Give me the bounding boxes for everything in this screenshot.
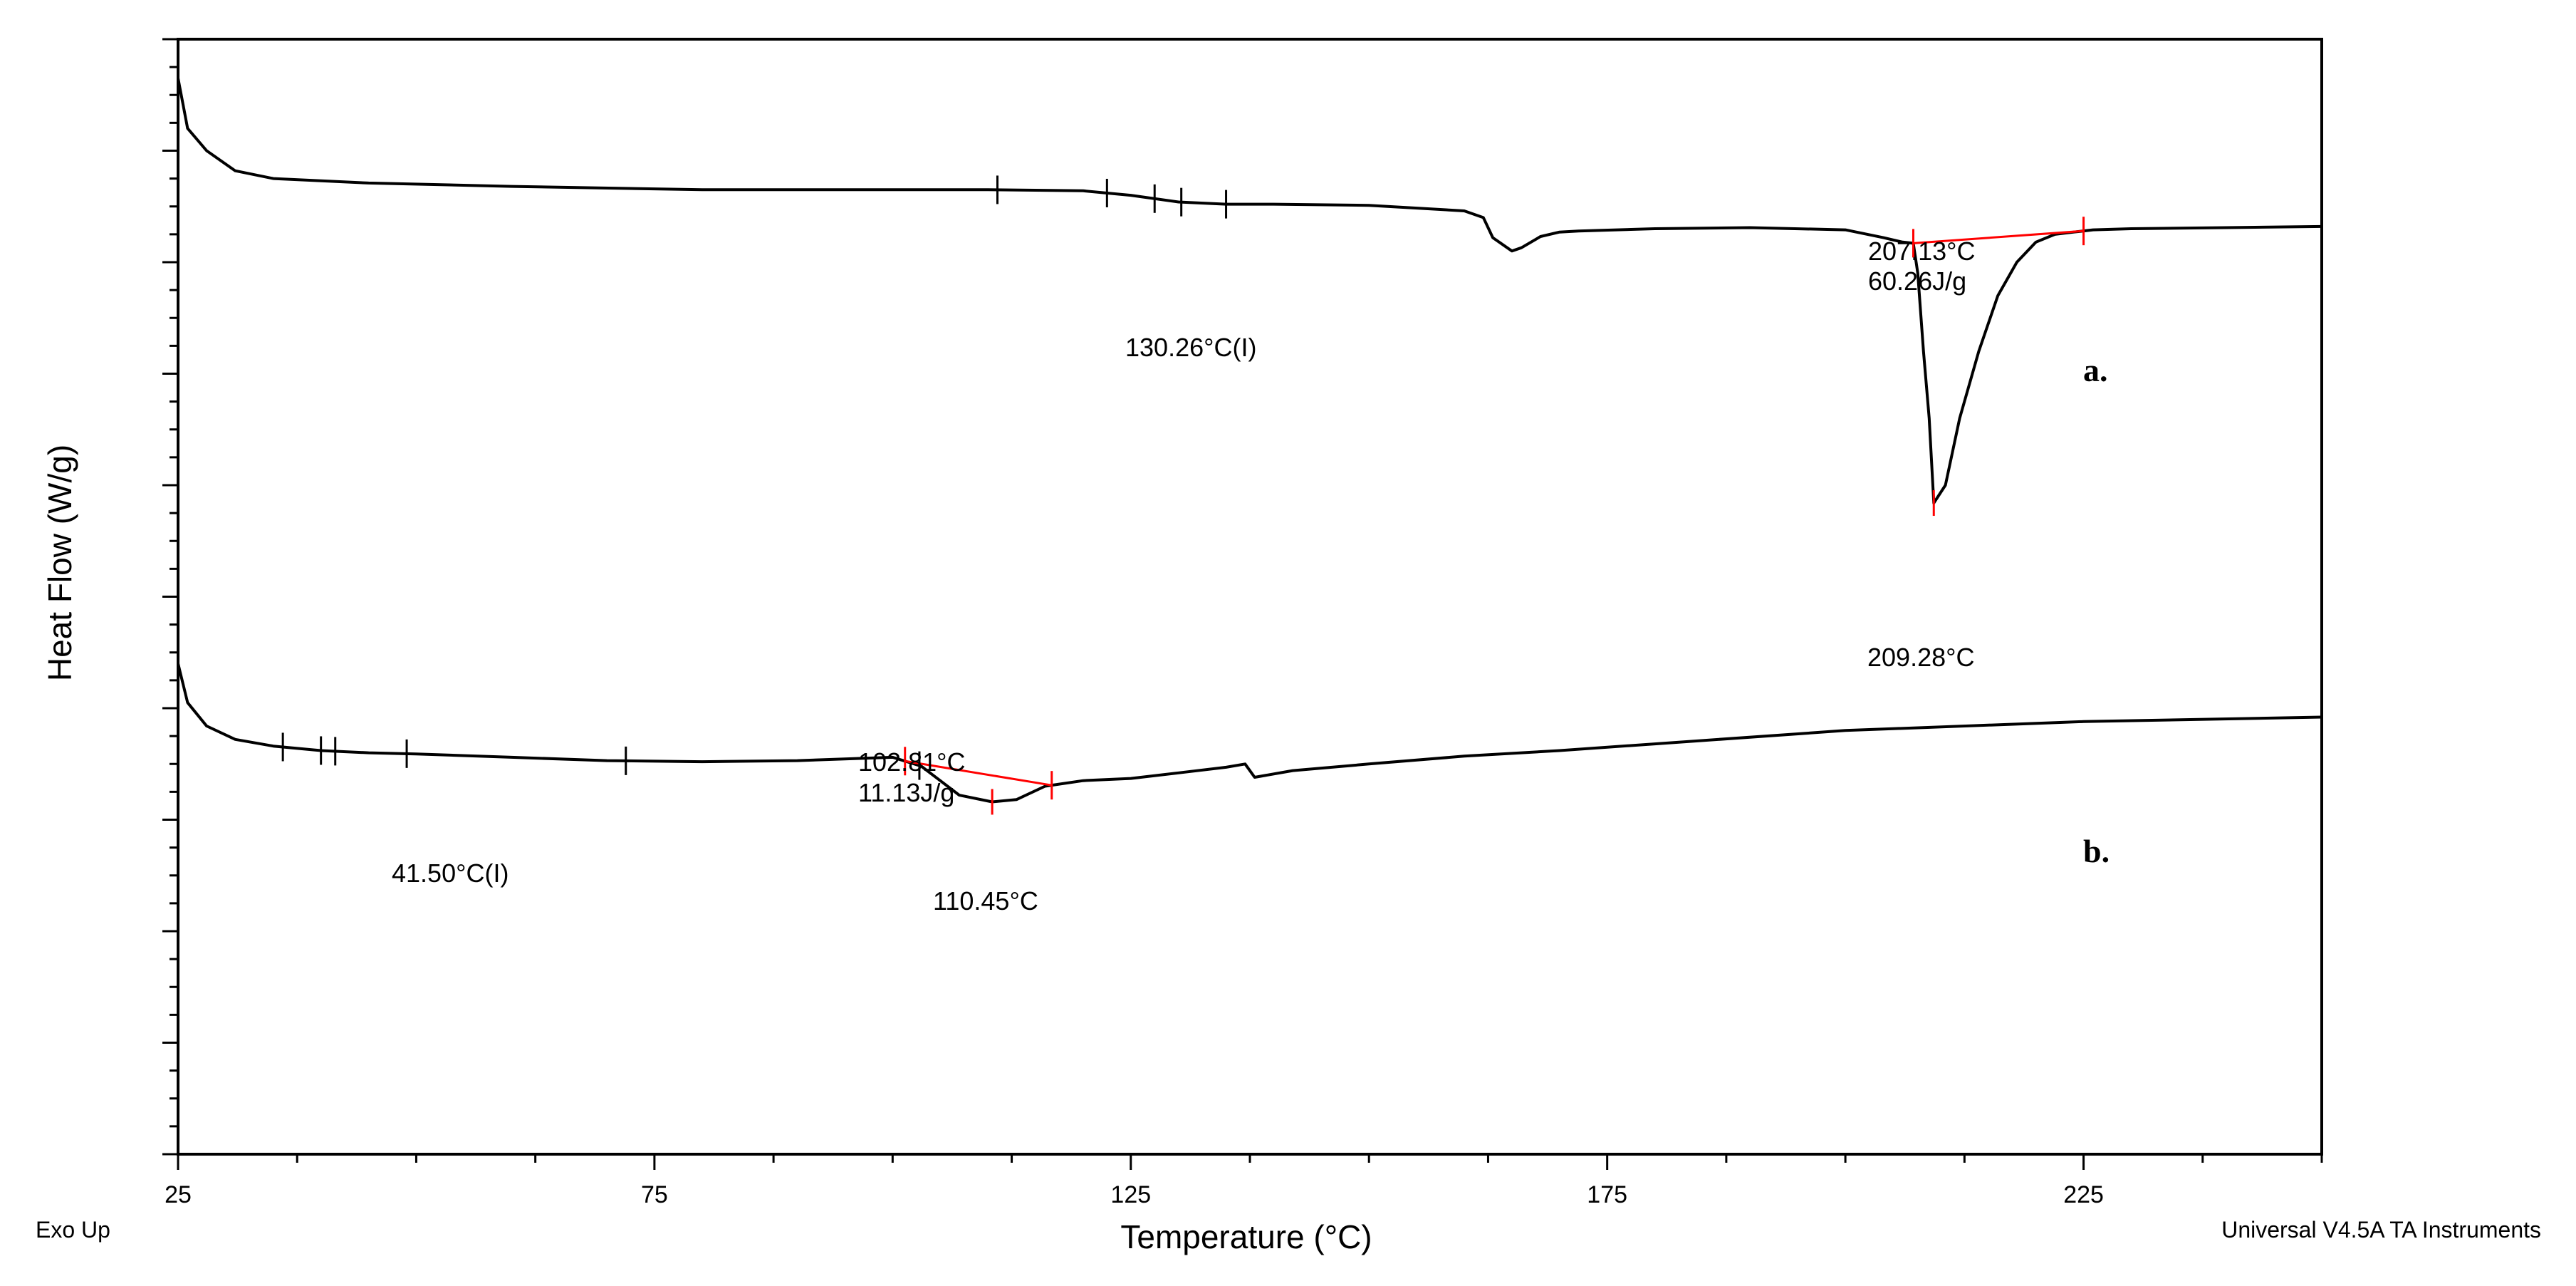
- y-axis-ticks: [162, 38, 178, 1156]
- annotation-a-enthalpy: 60.26J/g: [1868, 266, 1966, 296]
- annotation-b-transition: 41.50°C(I): [392, 859, 509, 888]
- integration-baseline: [904, 759, 1052, 787]
- integration-layer: [904, 217, 2085, 815]
- curve-label-b: b.: [2083, 833, 2110, 869]
- markers-layer: [281, 175, 1228, 780]
- x-tick-label: 25: [165, 1181, 192, 1208]
- x-tick-label: 225: [2063, 1181, 2104, 1208]
- x-axis-ticks: 25 75 125 175 225: [165, 1154, 2323, 1208]
- annotation-a-peak: 209.28°C: [1867, 643, 1975, 672]
- x-tick-label: 125: [1110, 1181, 1151, 1208]
- curves-layer: [177, 78, 2322, 804]
- footer-instrument: Universal V4.5A TA Instruments: [2221, 1217, 2541, 1243]
- x-tick-label: 175: [1587, 1181, 1627, 1208]
- annotation-b-onset-temp: 102.81°C: [858, 747, 966, 777]
- plot-frame: [177, 38, 2323, 1156]
- curve-a: [177, 78, 2322, 504]
- x-tick-label: 75: [641, 1181, 668, 1208]
- annotation-a-onset-temp: 207.13°C: [1868, 237, 1976, 266]
- footer-exo-up: Exo Up: [36, 1217, 110, 1243]
- y-axis-label: Heat Flow (W/g): [41, 445, 78, 681]
- x-axis-label: Temperature (°C): [1120, 1218, 1372, 1255]
- annotation-b-enthalpy: 11.13J/g: [858, 778, 954, 807]
- annotation-a-transition: 130.26°C(I): [1125, 333, 1256, 362]
- curve-label-a: a.: [2083, 352, 2108, 388]
- annotation-b-peak: 110.45°C: [933, 886, 1038, 916]
- integration-baseline: [1913, 229, 2084, 244]
- curve-b: [177, 663, 2322, 804]
